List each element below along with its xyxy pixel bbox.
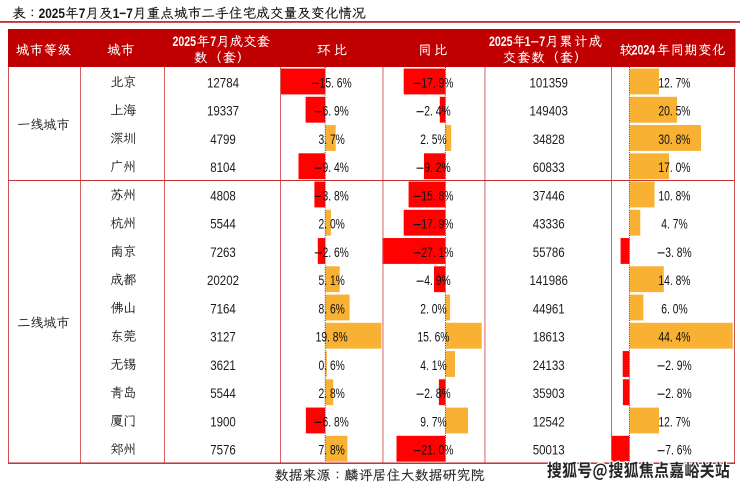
svg-text:8104: 8104	[210, 160, 236, 175]
svg-text:6. 0%: 6. 0%	[661, 301, 688, 317]
svg-text:2024: 2024	[632, 42, 656, 58]
svg-text:60833: 60833	[533, 160, 565, 175]
svg-text:4808: 4808	[210, 188, 236, 203]
svg-text:5544: 5544	[210, 217, 236, 232]
svg-text:2. 0%: 2. 0%	[420, 301, 447, 317]
svg-text:0. 6%: 0. 6%	[319, 357, 346, 373]
svg-text:4. 1%: 4. 1%	[420, 357, 447, 373]
svg-text:55786: 55786	[533, 245, 565, 260]
svg-text:18613: 18613	[533, 330, 565, 345]
svg-text:3. 8%: 3. 8%	[323, 188, 350, 204]
svg-text:7164: 7164	[210, 301, 236, 316]
svg-text:34828: 34828	[533, 132, 565, 147]
svg-text:2025: 2025	[489, 34, 513, 50]
svg-text:27. 1%: 27. 1%	[421, 244, 453, 260]
svg-text:17. 9%: 17. 9%	[421, 216, 453, 232]
svg-text:12542: 12542	[533, 414, 565, 429]
svg-text:19337: 19337	[207, 104, 239, 119]
svg-text:12. 7%: 12. 7%	[658, 75, 690, 91]
svg-text:2025: 2025	[39, 5, 65, 21]
svg-text:6. 9%: 6. 9%	[323, 103, 350, 119]
svg-text:5. 1%: 5. 1%	[319, 273, 346, 289]
svg-text:101359: 101359	[530, 75, 568, 90]
svg-text:2. 8%: 2. 8%	[319, 386, 346, 402]
svg-text:19. 8%: 19. 8%	[316, 329, 348, 345]
svg-text:7: 7	[79, 5, 86, 21]
svg-text:7: 7	[210, 34, 216, 50]
svg-text:2025: 2025	[173, 34, 197, 50]
svg-text:5544: 5544	[210, 386, 236, 401]
svg-text:20. 5%: 20. 5%	[658, 103, 690, 119]
svg-text:15. 6%: 15. 6%	[320, 75, 352, 91]
svg-text:3127: 3127	[210, 330, 236, 345]
svg-text:2. 4%: 2. 4%	[424, 103, 451, 119]
svg-text:7: 7	[539, 34, 545, 50]
svg-text:3621: 3621	[210, 358, 236, 373]
svg-text:1−7: 1−7	[113, 5, 133, 21]
svg-text:15. 6%: 15. 6%	[417, 329, 449, 345]
svg-text:21. 0%: 21. 0%	[421, 442, 453, 458]
svg-text:3. 8%: 3. 8%	[665, 244, 692, 260]
svg-text:2. 5%: 2. 5%	[420, 131, 447, 147]
svg-text:2. 8%: 2. 8%	[665, 386, 692, 402]
svg-text:30. 8%: 30. 8%	[658, 131, 690, 147]
svg-text:7576: 7576	[210, 443, 236, 458]
svg-text:44. 4%: 44. 4%	[658, 329, 690, 345]
svg-text:12784: 12784	[207, 75, 239, 90]
svg-text:12. 7%: 12. 7%	[658, 414, 690, 430]
svg-text:17. 0%: 17. 0%	[658, 160, 690, 176]
svg-text:9. 4%: 9. 4%	[323, 160, 350, 176]
svg-text:2. 0%: 2. 0%	[319, 216, 346, 232]
svg-text:4. 7%: 4. 7%	[661, 216, 688, 232]
svg-text:7. 6%: 7. 6%	[665, 442, 692, 458]
svg-text:35903: 35903	[533, 386, 565, 401]
svg-text:1900: 1900	[210, 414, 236, 429]
svg-text:149403: 149403	[530, 104, 568, 119]
svg-text:2. 9%: 2. 9%	[665, 357, 692, 373]
svg-text:3. 7%: 3. 7%	[319, 131, 346, 147]
svg-text:9. 7%: 9. 7%	[420, 414, 447, 430]
svg-text:44961: 44961	[533, 301, 565, 316]
svg-text:7. 8%: 7. 8%	[319, 442, 346, 458]
svg-text:6. 8%: 6. 8%	[323, 414, 350, 430]
svg-text:43336: 43336	[533, 217, 565, 232]
svg-text:4. 9%: 4. 9%	[424, 273, 451, 289]
svg-text:14. 8%: 14. 8%	[658, 273, 690, 289]
svg-text:15. 8%: 15. 8%	[421, 188, 453, 204]
svg-text:20202: 20202	[207, 273, 239, 288]
svg-text:37446: 37446	[533, 188, 565, 203]
svg-text:17. 9%: 17. 9%	[421, 75, 453, 91]
svg-text:50013: 50013	[533, 443, 565, 458]
svg-text:2. 8%: 2. 8%	[424, 386, 451, 402]
svg-text:2. 6%: 2. 6%	[323, 244, 350, 260]
svg-text:9. 2%: 9. 2%	[424, 160, 451, 176]
svg-text:141986: 141986	[530, 273, 568, 288]
svg-text:24133: 24133	[533, 358, 565, 373]
svg-text:10. 8%: 10. 8%	[658, 188, 690, 204]
svg-text:7263: 7263	[210, 245, 236, 260]
svg-text:8. 6%: 8. 6%	[319, 301, 346, 317]
svg-text:1: 1	[525, 34, 531, 50]
svg-text:4799: 4799	[210, 132, 236, 147]
